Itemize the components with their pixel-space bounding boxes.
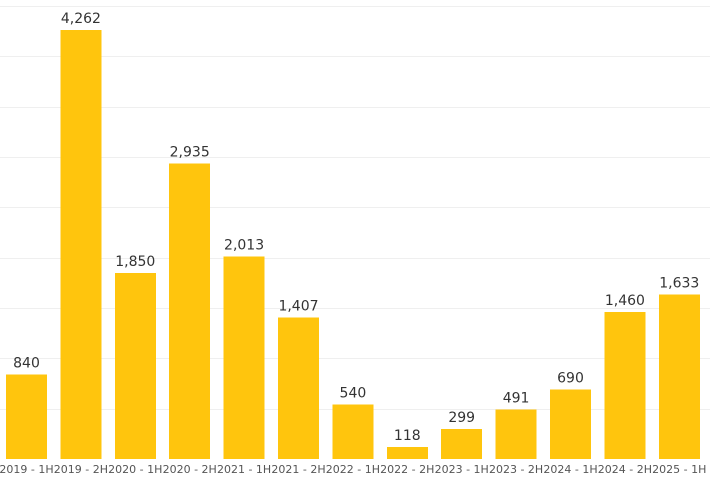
data-label: 840 xyxy=(13,355,40,371)
bar[interactable] xyxy=(60,30,102,459)
bar[interactable] xyxy=(386,447,428,459)
bar[interactable] xyxy=(278,317,319,459)
data-label: 1,633 xyxy=(659,276,699,292)
bar[interactable] xyxy=(169,163,211,459)
x-tick-label: 2021 - 2H xyxy=(271,463,325,476)
data-label: 690 xyxy=(557,371,584,387)
x-tick-label: 2020 - 2H xyxy=(163,463,217,476)
x-tick-label: 2022 - 1H xyxy=(326,463,380,476)
x-tick-label: 2022 - 2H xyxy=(380,463,434,476)
bar[interactable] xyxy=(550,389,591,460)
bar[interactable] xyxy=(114,272,156,459)
bar[interactable] xyxy=(332,404,374,459)
x-tick-label: 2019 - 2H xyxy=(54,463,108,476)
grid-layer xyxy=(0,6,710,410)
x-tick-label: 2020 - 1H xyxy=(108,463,162,476)
data-label: 1,407 xyxy=(278,298,318,314)
bar[interactable] xyxy=(658,294,700,459)
data-label: 4,262 xyxy=(61,11,101,27)
bar[interactable] xyxy=(604,312,646,459)
bars-layer xyxy=(6,30,700,459)
data-label: 2,935 xyxy=(170,145,210,161)
x-tick-label: 2023 - 1H xyxy=(435,463,489,476)
bar[interactable] xyxy=(6,374,47,459)
tick-labels-layer: 2019 - 1H 2019 - 2H 2020 - 1H 2020 - 2H 2021… xyxy=(0,463,706,476)
data-label: 1,460 xyxy=(605,293,645,309)
x-tick-label: 2023 - 2H xyxy=(489,463,543,476)
data-label: 540 xyxy=(340,386,367,402)
bar[interactable] xyxy=(223,256,265,459)
x-tick-label: 2025 - 1H xyxy=(652,463,706,476)
bar[interactable] xyxy=(441,428,483,459)
value-labels-layer: 840 4,262 1,850 2,935 2,013 1,407 540 118 299 491… xyxy=(13,11,699,444)
data-label: 491 xyxy=(503,391,530,407)
x-tick-label: 2024 - 2H xyxy=(598,463,652,476)
data-label: 299 xyxy=(448,410,475,426)
data-label: 1,850 xyxy=(115,254,155,270)
x-tick-label: 2024 - 1H xyxy=(543,463,597,476)
x-tick-label: 2019 - 1H xyxy=(0,463,54,476)
data-label: 118 xyxy=(394,428,421,444)
x-tick-label: 2021 - 1H xyxy=(217,463,271,476)
bar[interactable] xyxy=(495,409,537,459)
data-label: 2,013 xyxy=(224,237,264,253)
